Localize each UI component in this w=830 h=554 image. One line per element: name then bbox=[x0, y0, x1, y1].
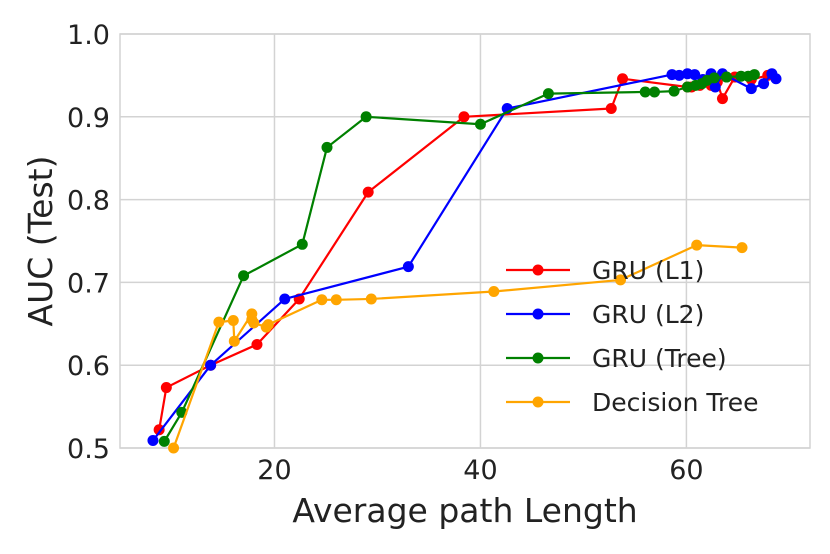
data-point bbox=[617, 73, 629, 85]
grid bbox=[120, 33, 810, 449]
data-point bbox=[721, 71, 733, 83]
data-point bbox=[296, 238, 308, 250]
data-point bbox=[758, 78, 770, 90]
x-tick-label: 20 bbox=[257, 455, 291, 486]
data-point bbox=[238, 270, 250, 282]
legend-item: GRU (L2) bbox=[506, 300, 704, 329]
data-point bbox=[160, 382, 172, 394]
data-point bbox=[365, 293, 377, 305]
series-line bbox=[158, 74, 769, 430]
data-point bbox=[330, 294, 342, 306]
data-point bbox=[362, 186, 374, 198]
data-point bbox=[605, 103, 617, 115]
y-tick-label: 0.9 bbox=[67, 103, 110, 134]
data-point bbox=[213, 316, 225, 328]
y-tick-label: 0.7 bbox=[67, 268, 110, 299]
data-point bbox=[251, 339, 263, 350]
data-point bbox=[708, 72, 720, 84]
data-point bbox=[402, 261, 414, 273]
data-point bbox=[745, 83, 757, 95]
data-point bbox=[262, 319, 274, 331]
legend-marker bbox=[532, 396, 544, 408]
data-point bbox=[248, 317, 260, 329]
x-tick-label: 40 bbox=[463, 455, 497, 486]
data-point bbox=[205, 359, 217, 371]
data-point bbox=[279, 293, 291, 305]
series-layer bbox=[147, 68, 782, 454]
data-point bbox=[158, 435, 170, 447]
tick-labels: 20 40 60 0.5 0.6 0.7 0.8 0.9 1.0 bbox=[67, 20, 704, 486]
data-point bbox=[168, 442, 180, 454]
x-tick-label: 60 bbox=[669, 455, 703, 486]
y-tick-label: 1.0 bbox=[67, 20, 110, 51]
data-point bbox=[615, 274, 627, 286]
legend-marker bbox=[532, 352, 544, 364]
legend-label: GRU (L2) bbox=[592, 300, 704, 329]
data-point bbox=[360, 111, 372, 123]
data-point bbox=[668, 85, 680, 97]
legend-label: Decision Tree bbox=[592, 388, 758, 417]
x-axis-label: Average path Length bbox=[292, 491, 637, 530]
legend-item: Decision Tree bbox=[506, 388, 758, 417]
legend-label: GRU (Tree) bbox=[592, 344, 727, 373]
data-point bbox=[474, 118, 486, 130]
data-point bbox=[321, 141, 333, 153]
data-point bbox=[748, 69, 760, 81]
legend: GRU (L1) GRU (L2) GRU (Tree) Decision Tree bbox=[506, 256, 758, 417]
data-point bbox=[316, 294, 328, 306]
data-point bbox=[228, 335, 240, 347]
legend-marker bbox=[532, 264, 544, 276]
series-3 bbox=[168, 239, 748, 454]
y-tick-label: 0.8 bbox=[67, 186, 110, 217]
data-point bbox=[770, 73, 782, 85]
data-point bbox=[709, 81, 721, 93]
y-axis-label: AUC (Test) bbox=[21, 156, 60, 327]
y-tick-label: 0.6 bbox=[67, 351, 110, 382]
data-point bbox=[691, 239, 703, 251]
data-point bbox=[153, 424, 165, 436]
data-point bbox=[639, 86, 651, 98]
legend-marker bbox=[532, 308, 544, 320]
data-point bbox=[227, 314, 239, 326]
legend-label: GRU (L1) bbox=[592, 256, 704, 285]
y-tick-label: 0.5 bbox=[67, 434, 110, 465]
data-point bbox=[673, 69, 685, 81]
series-2 bbox=[158, 69, 760, 447]
legend-item: GRU (Tree) bbox=[506, 344, 727, 373]
legend-item: GRU (L1) bbox=[506, 256, 704, 285]
data-point bbox=[542, 88, 554, 100]
data-point bbox=[488, 286, 500, 298]
data-point bbox=[458, 111, 470, 123]
data-point bbox=[681, 81, 693, 93]
plot-area-frame bbox=[119, 33, 811, 449]
data-point bbox=[716, 93, 728, 105]
data-point bbox=[147, 435, 159, 447]
data-point bbox=[648, 86, 660, 98]
data-point bbox=[736, 242, 748, 254]
data-point bbox=[689, 69, 701, 81]
